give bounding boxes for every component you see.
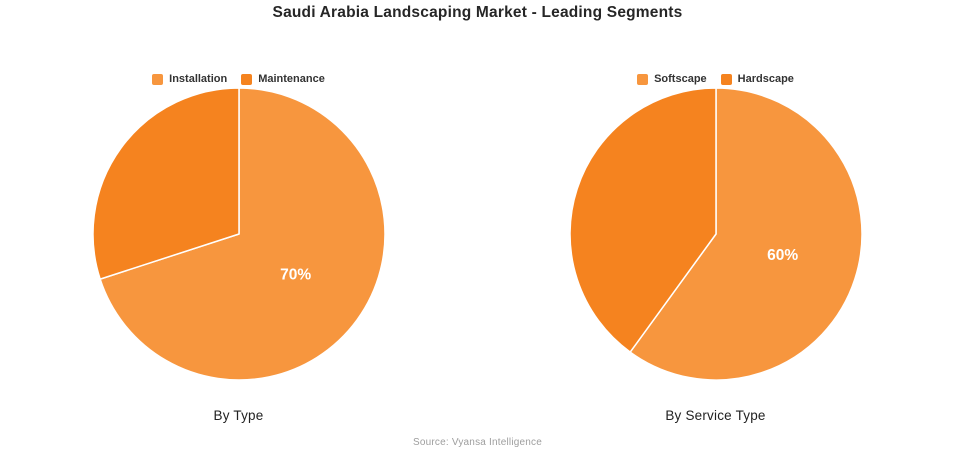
legend-label-hardscape: Hardscape <box>737 73 794 85</box>
pie-percent-label: 60% <box>767 247 798 264</box>
legend-item-maintenance: Maintenance <box>241 73 325 85</box>
legend-swatch-softscape <box>637 73 649 85</box>
pie-panel-by-service-type: Softscape Hardscape 60% By Service Type <box>477 72 954 454</box>
pie-panel-by-type: Installation Maintenance 70% By Type <box>0 72 477 454</box>
legend-by-service-type: Softscape Hardscape <box>637 72 794 86</box>
legend-item-installation: Installation <box>152 73 227 85</box>
source-credit: Source: Vyansa Intelligence <box>413 437 542 448</box>
legend-item-hardscape: Hardscape <box>720 73 794 85</box>
pie-chart-by-service-type: 60% <box>566 86 866 384</box>
pie-slice-hardscape <box>568 87 717 353</box>
pie-chart-by-type: 70% <box>89 86 389 384</box>
legend-label-maintenance: Maintenance <box>258 73 325 85</box>
pie-percent-label: 70% <box>280 267 311 284</box>
legend-label-installation: Installation <box>169 73 228 85</box>
legend-item-softscape: Softscape <box>637 73 707 85</box>
pie-slice-maintenance <box>91 87 240 280</box>
pie-subtitle-by-type: By Type <box>213 408 264 423</box>
pie-slice-installation <box>98 87 386 381</box>
pie-slice-softscape <box>628 87 863 381</box>
chart-title: Saudi Arabia Landscaping Market - Leadin… <box>272 4 683 21</box>
legend-label-softscape: Softscape <box>654 73 707 85</box>
charts-row: Installation Maintenance 70% By Type Sof… <box>0 72 955 454</box>
pie-subtitle-by-service-type: By Service Type <box>665 408 766 423</box>
legend-by-type: Installation Maintenance <box>152 72 325 86</box>
legend-swatch-maintenance <box>241 73 253 85</box>
legend-swatch-hardscape <box>720 73 732 85</box>
legend-swatch-installation <box>152 73 164 85</box>
